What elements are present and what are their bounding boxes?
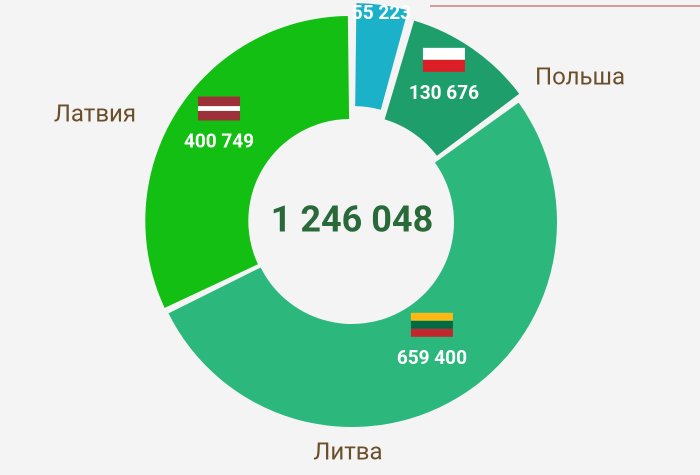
value-label: 659 400 <box>397 346 467 369</box>
flag-stripe <box>422 59 465 72</box>
flag-stripe <box>410 320 453 329</box>
slice <box>168 102 558 428</box>
slice <box>384 20 520 156</box>
flag-stripe <box>410 328 453 337</box>
total-label: 1 246 048 <box>271 199 433 241</box>
slice <box>355 3 408 110</box>
value-label: 130 676 <box>409 81 479 104</box>
category-label: Литва <box>313 437 382 465</box>
donut: 55 223 130 676 Польша 659 400 Литва 400 749 Ла… <box>54 1 625 465</box>
value-label: 55 223 <box>352 1 411 24</box>
category-label: Польша <box>535 62 625 90</box>
value-label: 400 749 <box>184 130 254 153</box>
slice <box>145 15 350 308</box>
flag-stripe <box>422 47 465 60</box>
flag-stripe <box>410 312 453 321</box>
category-label: Латвия <box>54 99 136 127</box>
flag-stripe <box>198 106 241 111</box>
flag-stripe <box>198 96 241 107</box>
flag-stripe <box>198 110 241 121</box>
